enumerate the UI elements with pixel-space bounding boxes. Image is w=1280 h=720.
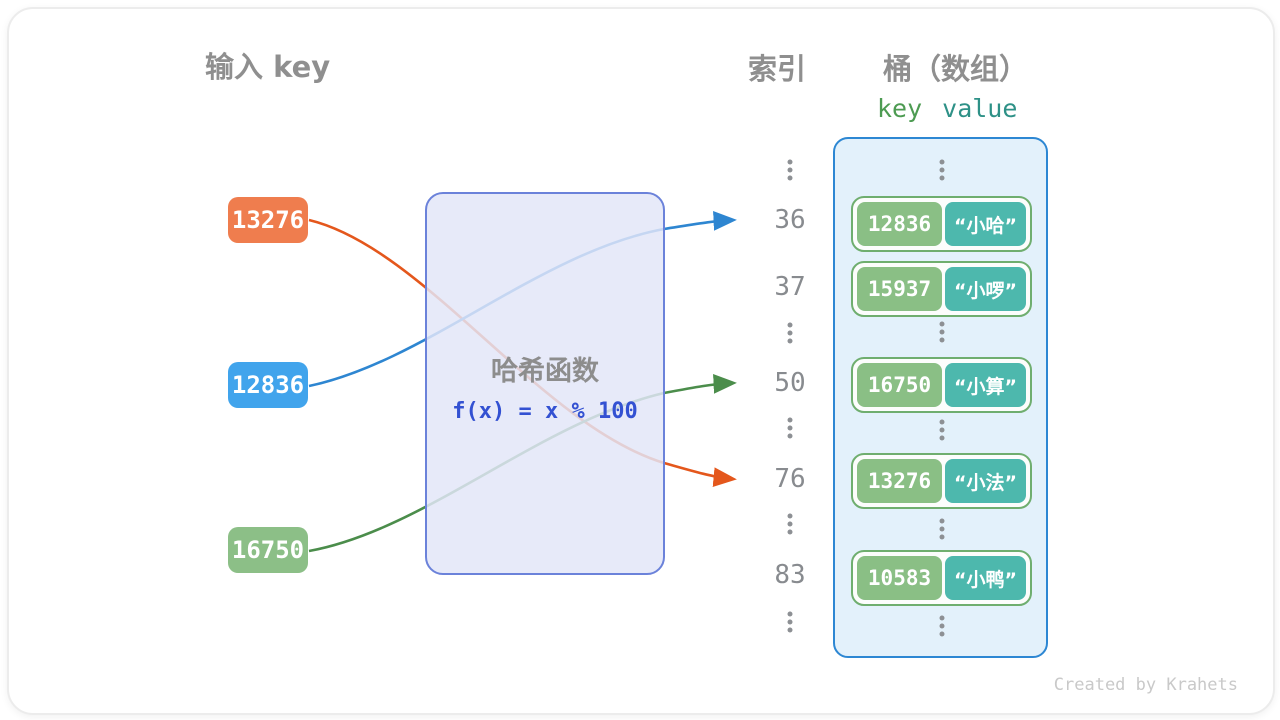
bucket-entry: 15937 “小啰” bbox=[851, 261, 1032, 317]
hash-function-formula: f(x) = x % 100 bbox=[452, 399, 638, 424]
value-column-label: value bbox=[942, 94, 1018, 123]
ellipsis-icon bbox=[787, 513, 793, 535]
input-key-header: 输入 key bbox=[205, 50, 331, 84]
index-header: 索引 bbox=[748, 52, 807, 86]
ellipsis-icon bbox=[787, 417, 793, 439]
bucket-array: 12836 “小哈” 15937 “小啰” 16750 “小算” 13276 “… bbox=[833, 137, 1048, 658]
bucket-column-labels: key value bbox=[877, 94, 1017, 123]
input-key-13276: 13276 bbox=[228, 197, 308, 243]
ellipsis-icon bbox=[939, 615, 945, 637]
credit-text: Created by Krahets bbox=[1053, 675, 1238, 695]
ellipsis-icon bbox=[787, 159, 793, 181]
entry-key: 13276 bbox=[857, 459, 943, 503]
entry-value: “小法” bbox=[945, 459, 1026, 503]
hash-function-title: 哈希函数 bbox=[491, 356, 599, 387]
index-76: 76 bbox=[774, 464, 806, 494]
ellipsis-icon bbox=[787, 611, 793, 633]
index-37: 37 bbox=[774, 272, 806, 302]
hash-function-box: 哈希函数 f(x) = x % 100 bbox=[425, 192, 665, 575]
entry-key: 10583 bbox=[857, 556, 943, 600]
entry-value: “小算” bbox=[945, 363, 1026, 407]
bucket-entry: 13276 “小法” bbox=[851, 453, 1032, 509]
index-36: 36 bbox=[774, 205, 806, 235]
ellipsis-icon bbox=[787, 322, 793, 344]
bucket-entry: 10583 “小鸭” bbox=[851, 550, 1032, 606]
bucket-entry: 16750 “小算” bbox=[851, 357, 1032, 413]
index-83: 83 bbox=[774, 560, 806, 590]
key-column-label: key bbox=[877, 94, 923, 123]
input-key-16750: 16750 bbox=[228, 527, 308, 573]
entry-key: 12836 bbox=[857, 202, 943, 246]
ellipsis-icon bbox=[939, 321, 945, 343]
ellipsis-icon bbox=[939, 518, 945, 540]
ellipsis-icon bbox=[939, 419, 945, 441]
entry-key: 15937 bbox=[857, 267, 943, 311]
index-50: 50 bbox=[774, 368, 806, 398]
ellipsis-icon bbox=[939, 159, 945, 181]
entry-value: “小鸭” bbox=[945, 556, 1026, 600]
bucket-entry: 12836 “小哈” bbox=[851, 196, 1032, 252]
input-key-12836: 12836 bbox=[228, 362, 308, 408]
entry-key: 16750 bbox=[857, 363, 943, 407]
entry-value: “小啰” bbox=[945, 267, 1026, 311]
entry-value: “小哈” bbox=[945, 202, 1026, 246]
bucket-header: 桶（数组） bbox=[883, 52, 1029, 86]
